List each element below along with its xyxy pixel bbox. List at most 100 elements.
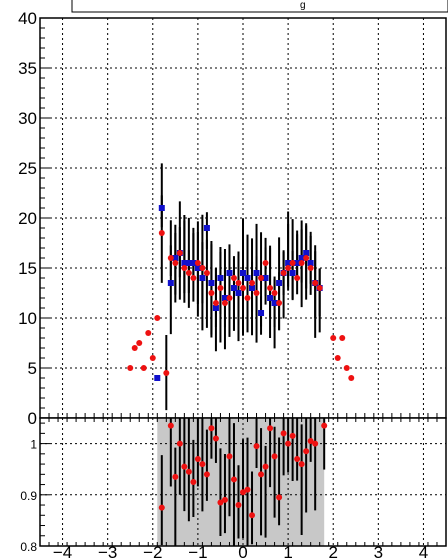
data-point-circle [163, 370, 170, 376]
ratio-panel: 0.8 0.9 1 −4 −3 −2 −1 0 1 2 3 4 [20, 417, 447, 559]
y-tick-label: 30 [18, 109, 37, 128]
data-point-circle [267, 285, 274, 291]
ratio-point [258, 471, 265, 478]
data-point-square [172, 255, 179, 261]
data-point-circle [167, 255, 174, 261]
x-tick-label: 3 [374, 543, 383, 559]
data-point-circle [303, 255, 310, 261]
data-point-circle [131, 345, 138, 351]
data-point-square [208, 280, 215, 286]
x-tick-label: 0 [238, 543, 247, 559]
ratio-point [249, 512, 256, 519]
data-point-square [298, 255, 305, 261]
ratio-point [172, 473, 179, 480]
data-point-circle [312, 280, 319, 286]
data-point-circle [181, 265, 188, 271]
ratio-point [285, 440, 292, 447]
data-point-circle [176, 250, 183, 256]
data-point-circle [185, 270, 192, 276]
data-point-square [244, 275, 251, 281]
ratio-y-tick-label: 0.9 [20, 489, 37, 503]
ratio-y-tick-label: 0.8 [20, 540, 37, 554]
ratio-point [235, 502, 242, 509]
data-point-circle [334, 355, 341, 361]
data-point-circle [294, 275, 301, 281]
ratio-point [312, 440, 319, 447]
data-point-circle [158, 230, 165, 236]
x-tick-label: −2 [143, 543, 162, 559]
ratio-point [276, 494, 283, 501]
ratio-point [221, 496, 228, 503]
data-point-square [289, 270, 296, 276]
ratio-point [176, 440, 183, 447]
y-tick-label: 10 [18, 309, 37, 328]
data-point-circle [208, 290, 215, 296]
ratio-point [158, 504, 165, 511]
data-point-square [181, 260, 188, 266]
data-point-circle [136, 340, 143, 346]
data-point-square [303, 250, 310, 256]
data-point-square [185, 260, 192, 266]
data-point-circle [258, 275, 265, 281]
ratio-point [289, 432, 296, 439]
ratio-point [294, 455, 301, 462]
data-point-square [221, 295, 228, 301]
data-point-circle [240, 285, 246, 291]
ratio-point [298, 461, 305, 468]
data-point-square [271, 300, 278, 306]
data-point-circle [149, 355, 156, 361]
data-point-square [194, 265, 201, 271]
data-point-square [154, 375, 161, 381]
data-point-circle [172, 260, 179, 266]
y-tick-label: 5 [28, 359, 37, 378]
data-point-circle [194, 260, 201, 266]
data-point-square [249, 285, 256, 291]
data-point-circle [230, 275, 237, 281]
data-point-circle [285, 265, 292, 271]
data-point-square [203, 225, 210, 231]
ratio-point [226, 453, 233, 460]
ratio-point [262, 463, 269, 470]
ratio-point [199, 461, 206, 468]
ratio-point [185, 468, 192, 475]
ratio-point [267, 425, 274, 432]
ratio-point [212, 435, 219, 442]
data-point-circle [307, 265, 314, 271]
data-point-square [240, 270, 246, 276]
data-point-circle [190, 275, 197, 281]
data-point-circle [253, 290, 260, 296]
data-point-circle [226, 295, 233, 301]
data-point-circle [316, 285, 323, 291]
ratio-point [181, 463, 188, 470]
ratio-point [321, 422, 328, 429]
y-tick-label: 35 [18, 59, 37, 78]
data-point-circle [199, 265, 206, 271]
data-point-circle [140, 365, 147, 371]
data-point-circle [343, 365, 350, 371]
data-point-square [217, 275, 224, 281]
data-point-square [230, 285, 237, 291]
data-point-circle [249, 280, 256, 286]
data-point-circle [330, 335, 337, 341]
data-point-circle [221, 300, 228, 306]
data-point-square [235, 290, 242, 296]
y-tick-label: 20 [18, 209, 37, 228]
x-tick-label: 1 [283, 543, 292, 559]
data-point-square [253, 270, 260, 276]
data-point-circle [212, 300, 219, 306]
ratio-point [203, 471, 210, 478]
data-point-circle [339, 335, 346, 341]
x-tick-label: −4 [53, 543, 72, 559]
data-point-square [307, 260, 314, 266]
data-point-circle [348, 375, 355, 381]
data-point-square [262, 275, 269, 281]
data-point-circle [217, 285, 224, 291]
data-point-circle [262, 260, 269, 266]
data-point-circle [244, 295, 251, 301]
ratio-y-tick-label: 1 [30, 438, 37, 452]
data-point-square [267, 295, 274, 301]
ratio-point [217, 499, 224, 506]
ratio-point [253, 443, 260, 450]
x-tick-label: −1 [188, 543, 207, 559]
